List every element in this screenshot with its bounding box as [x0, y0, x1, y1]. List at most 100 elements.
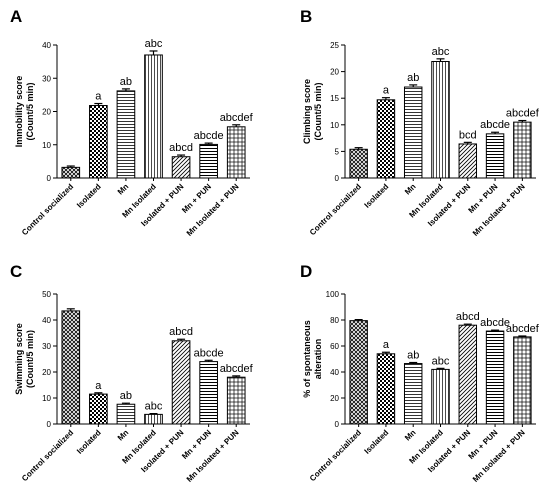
y-tick-label: 20 — [42, 368, 51, 377]
bar — [513, 336, 532, 425]
significance-label: a — [383, 85, 390, 97]
bar — [403, 363, 423, 425]
category-label: Isolated — [75, 182, 103, 210]
significance-label: abcd — [169, 142, 193, 154]
y-tick-label: 20 — [330, 68, 339, 77]
bar — [376, 99, 396, 179]
y-tick-label: 10 — [42, 141, 51, 150]
y-tick-label: 40 — [42, 41, 51, 50]
category-label: Control socialized — [308, 428, 363, 483]
bar — [171, 340, 191, 425]
bar — [116, 403, 136, 425]
significance-label: abcd — [169, 326, 193, 338]
significance-label: abcd — [456, 311, 480, 323]
bar — [485, 330, 505, 425]
panel-letter: C — [10, 262, 22, 281]
significance-label: bcd — [459, 129, 477, 141]
y-tick-label: 30 — [42, 342, 51, 351]
y-tick-label: 40 — [42, 316, 51, 325]
significance-label: abcde — [194, 130, 224, 142]
bar — [431, 60, 450, 179]
panel-letter: A — [10, 7, 22, 26]
bar — [431, 368, 450, 425]
y-tick-label: 20 — [330, 394, 339, 403]
significance-label: ab — [120, 390, 132, 402]
bar — [403, 86, 423, 179]
y-tick-label: 60 — [330, 342, 339, 351]
y-tick-label: 0 — [47, 420, 52, 429]
bar — [349, 320, 368, 425]
category-label: Mn Isolated + PUN — [471, 428, 527, 484]
bar — [349, 148, 368, 179]
bar — [144, 413, 163, 425]
significance-label: ab — [407, 350, 419, 362]
bar — [226, 376, 246, 425]
panel-b: B 0 5 10 15 20 25 Climbing score(Count/5 min) Co… — [300, 7, 540, 238]
category-label: Mn — [116, 428, 131, 443]
y-axis-label: Climbing score(Count/5 min) — [302, 79, 323, 144]
bar — [485, 133, 505, 179]
category-label: Isolated — [75, 428, 103, 456]
y-tick-label: 10 — [42, 394, 51, 403]
significance-label: abcde — [480, 119, 510, 131]
bar — [199, 143, 218, 179]
bar — [61, 310, 81, 425]
bar — [144, 54, 163, 179]
significance-label: abc — [432, 355, 450, 367]
category-label: Control socialized — [20, 428, 75, 483]
significance-label: abcdef — [220, 112, 254, 124]
bar — [199, 361, 218, 425]
significance-label: a — [383, 339, 390, 351]
category-label: Control socialized — [20, 182, 75, 237]
bar — [376, 353, 396, 425]
y-axis-label: Swimming score(Count/5 min) — [14, 323, 35, 395]
y-tick-label: 15 — [330, 94, 339, 103]
bar — [458, 143, 478, 179]
y-tick-label: 0 — [47, 174, 52, 183]
y-tick-label: 20 — [42, 108, 51, 117]
bar — [89, 393, 108, 425]
bar — [89, 105, 108, 179]
bar — [61, 166, 81, 179]
bar — [458, 324, 478, 425]
significance-label: abc — [432, 46, 450, 58]
y-tick-label: 40 — [330, 368, 339, 377]
y-axis-label: % of spontaneousalteration — [302, 320, 323, 398]
significance-label: a — [95, 91, 102, 103]
panel-c: C 0 10 20 30 40 50 Swimming score(Count/5 min) C… — [10, 262, 254, 484]
y-tick-label: 0 — [335, 420, 340, 429]
category-label: Mn — [403, 182, 418, 197]
y-tick-label: 80 — [330, 316, 339, 325]
category-label: Mn — [403, 428, 418, 443]
category-label: Isolated — [363, 428, 391, 456]
significance-label: abcde — [480, 317, 510, 329]
significance-label: abcdef — [220, 363, 254, 375]
category-label: Isolated — [363, 182, 391, 210]
significance-label: abcdef — [506, 108, 540, 120]
bar — [171, 156, 191, 179]
significance-label: abc — [145, 401, 163, 413]
significance-label: abcde — [194, 347, 224, 359]
y-tick-label: 10 — [330, 121, 339, 130]
bar — [116, 90, 136, 179]
panel-d: D 0 20 40 60 80 100 % of spontaneousalteration C… — [300, 262, 540, 484]
category-label: Mn Isolated + PUN — [471, 182, 527, 238]
y-tick-label: 25 — [330, 41, 339, 50]
bar — [226, 126, 246, 179]
y-axis-label: Immobility score(Count/5 min) — [14, 76, 35, 148]
significance-label: abcdef — [506, 323, 540, 335]
panel-a: A 0 10 20 30 40 Immobility score(Count/5 min) C… — [10, 7, 254, 238]
y-tick-label: 100 — [326, 290, 340, 299]
bar — [513, 121, 532, 179]
panel-letter: B — [300, 7, 312, 26]
category-label: Control socialized — [308, 182, 363, 237]
significance-label: ab — [120, 76, 132, 88]
y-tick-label: 0 — [335, 174, 340, 183]
category-label: Mn Isolated + PUN — [185, 428, 241, 484]
significance-label: abc — [145, 38, 163, 50]
category-label: Mn Isolated + PUN — [185, 182, 241, 238]
y-tick-label: 5 — [335, 147, 340, 156]
panel-letter: D — [300, 262, 312, 281]
significance-label: ab — [407, 72, 419, 84]
